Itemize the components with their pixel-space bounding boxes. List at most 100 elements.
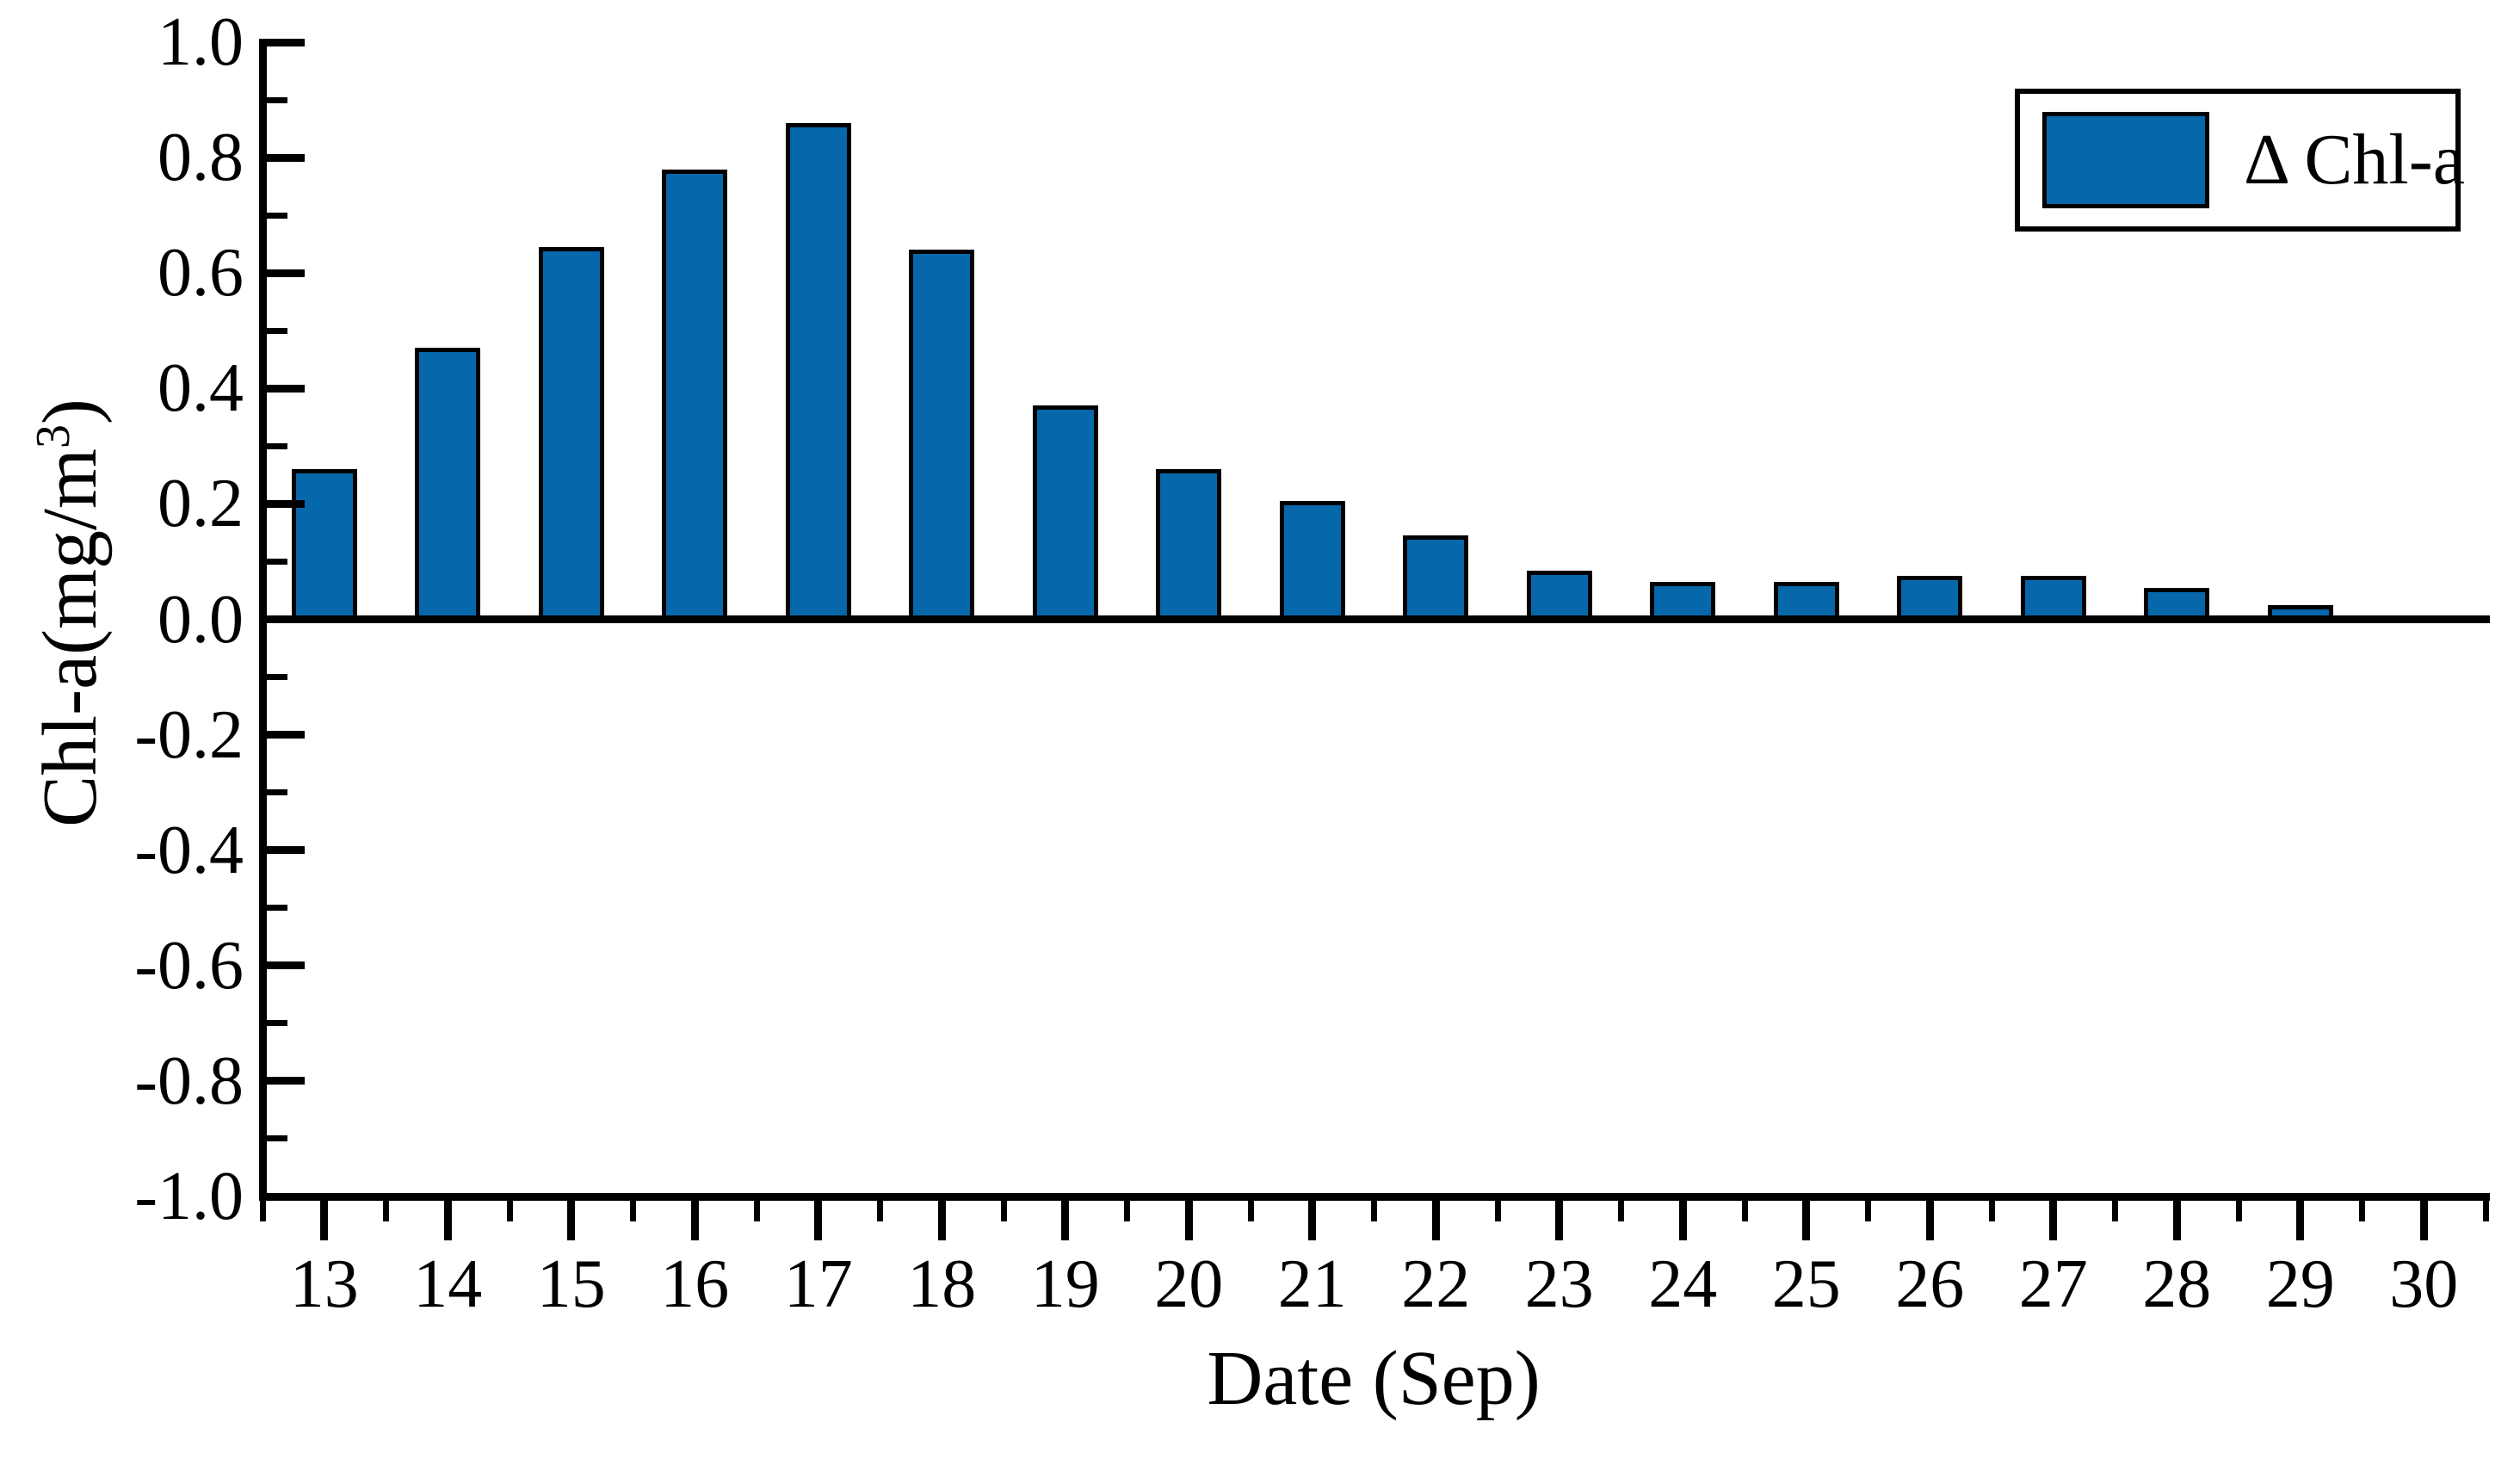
bar-14 [415,348,481,620]
bar-23 [1526,570,1592,620]
bar-25 [1773,581,1839,620]
y-minor-tick [266,212,287,219]
x-minor-tick [2235,1200,2242,1221]
x-major-tick [1802,1200,1811,1240]
x-tick-label: 13 [289,1246,359,1322]
x-tick-label: 29 [2265,1246,2335,1322]
x-tick-label: 27 [2018,1246,2088,1322]
y-minor-tick [266,442,287,449]
x-major-tick [1184,1200,1193,1240]
y-major-tick [266,961,305,970]
x-tick-label: 24 [1648,1246,1718,1322]
y-tick-label: -1.0 [134,1159,244,1234]
x-tick-label: 20 [1154,1246,1224,1322]
y-major-tick [266,1077,305,1085]
bar-18 [909,250,975,620]
bar-22 [1403,535,1469,620]
x-minor-tick [1124,1200,1130,1221]
y-minor-tick [266,1135,287,1142]
bar-17 [785,122,851,620]
x-minor-tick [1865,1200,1871,1221]
x-axis-title: Date (Sep) [1207,1336,1541,1421]
x-major-tick [1555,1200,1564,1240]
zero-baseline [258,615,2490,623]
bar-13 [291,469,357,620]
y-minor-tick [266,674,287,681]
x-major-tick [443,1200,452,1240]
x-tick-label: 22 [1401,1246,1471,1322]
x-major-tick [2419,1200,2428,1240]
x-minor-tick [1000,1200,1007,1221]
x-major-tick [1678,1200,1687,1240]
x-major-tick [2296,1200,2305,1240]
x-minor-tick [1247,1200,1254,1221]
y-tick-label: 0.8 [158,120,244,196]
x-tick-label: 28 [2142,1246,2212,1322]
y-major-tick [266,38,305,46]
x-axis-spine [258,1192,2490,1201]
x-tick-label: 18 [907,1246,977,1322]
y-major-tick [266,1192,305,1201]
x-minor-tick [2112,1200,2118,1221]
x-minor-tick [630,1200,636,1221]
x-minor-tick [2482,1200,2489,1221]
x-tick-label: 17 [783,1246,853,1322]
x-minor-tick [383,1200,389,1221]
x-tick-label: 21 [1277,1246,1347,1322]
y-tick-label: 1.0 [158,4,244,80]
y-major-tick [266,846,305,855]
x-tick-label: 30 [2389,1246,2459,1322]
x-tick-label: 15 [536,1246,606,1322]
y-tick-label: 0.0 [158,581,244,658]
x-major-tick [567,1200,576,1240]
y-tick-label: 0.2 [158,466,244,542]
x-tick-label: 23 [1524,1246,1594,1322]
bar-19 [1032,405,1098,620]
x-minor-tick [1371,1200,1377,1221]
x-major-tick [1308,1200,1317,1240]
x-tick-label: 25 [1771,1246,1841,1322]
legend-swatch [2042,112,2209,208]
x-major-tick [1061,1200,1070,1240]
x-minor-tick [1494,1200,1501,1221]
x-minor-tick [1618,1200,1624,1221]
y-tick-label: -0.8 [134,1042,244,1119]
x-minor-tick [753,1200,760,1221]
y-minor-tick [266,558,287,565]
x-tick-label: 26 [1895,1246,1965,1322]
legend: Δ Chl-a [2015,89,2465,232]
y-major-tick [266,269,305,277]
y-tick-label: -0.6 [134,927,244,1004]
x-major-tick [1431,1200,1440,1240]
x-minor-tick [1988,1200,1995,1221]
bar-21 [1279,501,1345,620]
y-tick-label: 0.6 [158,235,244,312]
x-tick-label: 14 [413,1246,483,1322]
y-major-tick [266,153,305,162]
x-major-tick [690,1200,699,1240]
legend-label: Δ Chl-a [2244,120,2466,200]
y-minor-tick [266,1020,287,1027]
bar-24 [1650,581,1716,620]
x-major-tick [1925,1200,1934,1240]
x-minor-tick [877,1200,883,1221]
bar-16 [662,169,728,620]
bar-15 [538,247,604,620]
y-minor-tick [266,789,287,796]
y-major-tick [266,731,305,739]
y-major-tick [266,615,305,623]
x-major-tick [814,1200,823,1240]
x-major-tick [937,1200,946,1240]
x-minor-tick [1741,1200,1748,1221]
y-tick-label: -0.2 [134,696,244,773]
x-tick-label: 19 [1030,1246,1100,1322]
x-tick-label: 16 [660,1246,730,1322]
x-major-tick [2049,1200,2058,1240]
x-major-tick [320,1200,329,1240]
y-minor-tick [266,905,287,912]
y-tick-label: -0.4 [134,812,244,888]
bar-27 [2020,576,2086,620]
y-minor-tick [266,96,287,103]
y-major-tick [266,384,305,393]
